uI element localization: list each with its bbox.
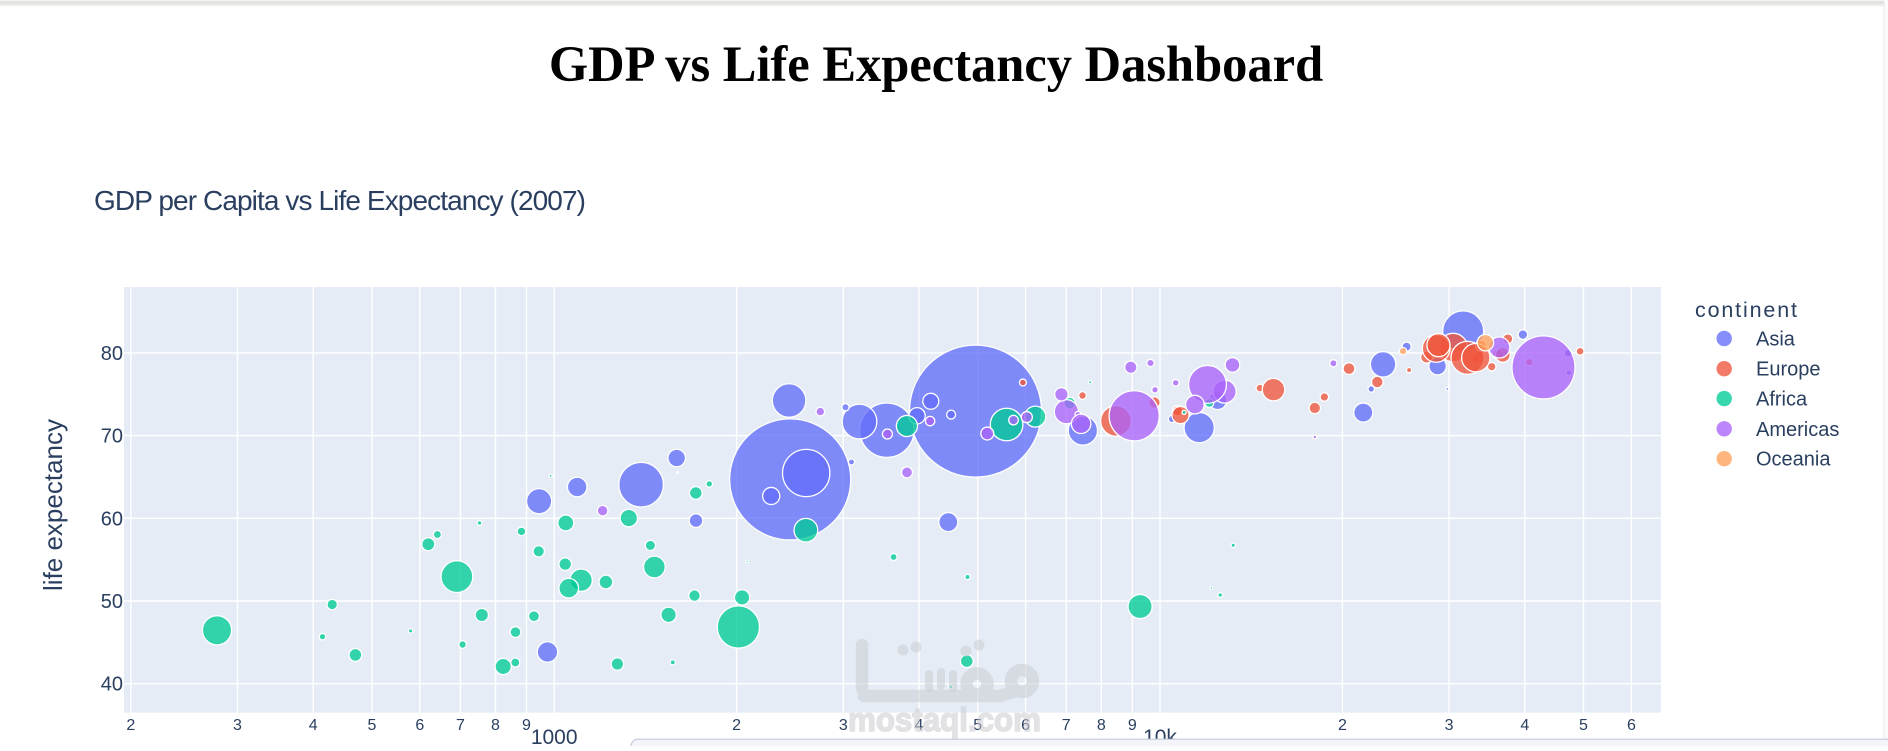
svg-text:5: 5 — [367, 717, 376, 734]
svg-text:7: 7 — [456, 717, 465, 734]
svg-text:4: 4 — [309, 717, 318, 734]
svg-text:6: 6 — [415, 717, 424, 734]
svg-text:9: 9 — [522, 717, 531, 734]
svg-text:5: 5 — [1579, 717, 1588, 734]
svg-text:Asia: Asia — [1756, 329, 1796, 351]
svg-text:mostaql.com: mostaql.com — [848, 701, 1041, 738]
svg-text:2: 2 — [126, 717, 135, 734]
svg-text:2: 2 — [732, 717, 741, 734]
svg-text:70: 70 — [101, 426, 123, 448]
svg-text:Americas: Americas — [1756, 419, 1839, 441]
svg-text:Europe: Europe — [1756, 359, 1821, 381]
svg-text:Africa: Africa — [1756, 389, 1808, 411]
svg-text:4: 4 — [1520, 717, 1529, 734]
svg-text:3: 3 — [1445, 717, 1454, 734]
svg-text:6: 6 — [1627, 717, 1636, 734]
svg-text:1000: 1000 — [531, 726, 578, 746]
svg-text:3: 3 — [233, 717, 242, 734]
svg-text:9: 9 — [1128, 717, 1137, 734]
svg-text:50: 50 — [101, 591, 123, 613]
svg-text:8: 8 — [1097, 717, 1106, 734]
svg-text:GDP per Capita vs Life Expecta: GDP per Capita vs Life Expectancy (2007) — [94, 185, 585, 216]
svg-text:continent: continent — [1695, 298, 1797, 322]
svg-text:2: 2 — [1338, 717, 1347, 734]
svg-text:40: 40 — [101, 674, 123, 696]
svg-text:3: 3 — [839, 717, 848, 734]
svg-text:8: 8 — [491, 717, 500, 734]
svg-text:80: 80 — [101, 343, 123, 365]
svg-text:life expectancy: life expectancy — [38, 419, 68, 591]
svg-text:Oceania: Oceania — [1756, 449, 1831, 471]
svg-text:7: 7 — [1062, 717, 1071, 734]
svg-text:60: 60 — [101, 508, 123, 530]
svg-text:GDP vs Life Expectancy Dashboa: GDP vs Life Expectancy Dashboard — [549, 36, 1323, 92]
